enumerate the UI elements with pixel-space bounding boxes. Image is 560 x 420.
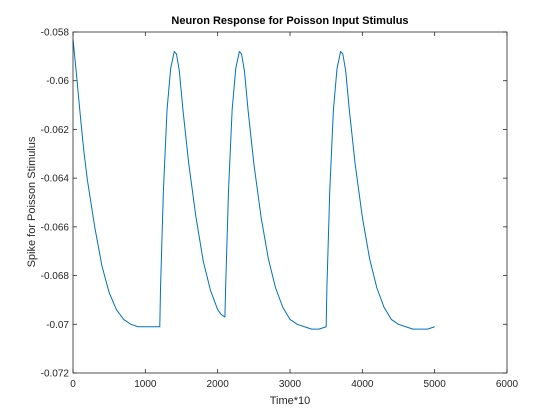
y-tick-label: -0.062 bbox=[41, 125, 70, 136]
y-tick-label: -0.068 bbox=[41, 271, 70, 282]
plot-frame bbox=[72, 31, 508, 374]
x-tick-label: 2000 bbox=[207, 379, 230, 390]
y-axis-ticks: -0.072 -0.07 -0.068 -0.066 -0.064 -0.062 -0.06… bbox=[41, 28, 507, 380]
x-tick-label: 4000 bbox=[351, 379, 374, 390]
y-tick-label: -0.07 bbox=[46, 320, 69, 331]
plot-area bbox=[73, 32, 507, 373]
x-tick-label: 6000 bbox=[496, 379, 519, 390]
series-line bbox=[72, 39, 435, 330]
x-tick-label: 3000 bbox=[279, 379, 302, 390]
y-tick-label: -0.072 bbox=[41, 369, 70, 380]
x-tick-label: 0 bbox=[70, 379, 76, 390]
y-axis-label: Spike for Poisson Stimulus bbox=[26, 136, 38, 267]
x-tick-label: 5000 bbox=[424, 379, 447, 390]
x-axis-ticks: 0 1000 2000 3000 4000 5000 6000 bbox=[70, 32, 519, 390]
x-axis-label: Time*10 bbox=[270, 395, 311, 407]
chart-title: Neuron Response for Poisson Input Stimul… bbox=[171, 15, 408, 27]
y-tick-label: -0.066 bbox=[41, 222, 70, 233]
y-tick-label: -0.06 bbox=[46, 76, 69, 87]
y-tick-label: -0.058 bbox=[41, 28, 70, 39]
y-tick-label: -0.064 bbox=[41, 174, 70, 185]
x-tick-label: 1000 bbox=[134, 379, 157, 390]
